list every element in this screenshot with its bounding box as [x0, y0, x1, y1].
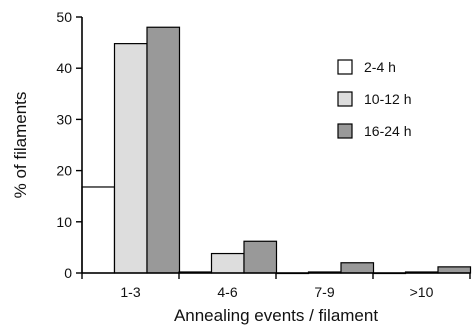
legend-label: 2-4 h: [364, 59, 396, 75]
bar-3-1: [146, 26, 181, 274]
legend: 2-4 h 10-12 h 16-24 h: [337, 59, 411, 139]
legend-swatch: [337, 59, 353, 75]
x-tick-label: 1-3: [120, 284, 140, 300]
y-tick-label: 10: [56, 214, 72, 230]
bars-group: [81, 26, 472, 275]
bar-2-1: [113, 43, 148, 274]
bar-1-1: [81, 186, 116, 274]
legend-label: 10-12 h: [364, 91, 411, 107]
y-axis-title: % of filaments: [11, 92, 30, 199]
x-tick-label: >10: [410, 284, 434, 300]
y-tick-label: 50: [56, 9, 72, 25]
x-axis-title: Annealing events / filament: [174, 306, 378, 325]
x-tick-label: 4-6: [217, 284, 237, 300]
ticks-group: 0 10 20 30 40 50 1-3 4-6 7-9 >10: [56, 9, 471, 300]
y-tick-label: 30: [56, 111, 72, 127]
x-tick-label: 7-9: [314, 284, 334, 300]
bar-3-2: [243, 240, 278, 274]
y-tick-label: 20: [56, 163, 72, 179]
legend-swatch: [337, 123, 353, 139]
legend-label: 16-24 h: [364, 123, 411, 139]
legend-swatch: [337, 91, 353, 107]
bar-3-3: [340, 262, 375, 274]
y-tick-label: 0: [64, 265, 72, 281]
bar-2-2: [210, 252, 245, 274]
bar-3-4: [437, 266, 472, 274]
y-tick-label: 40: [56, 60, 72, 76]
